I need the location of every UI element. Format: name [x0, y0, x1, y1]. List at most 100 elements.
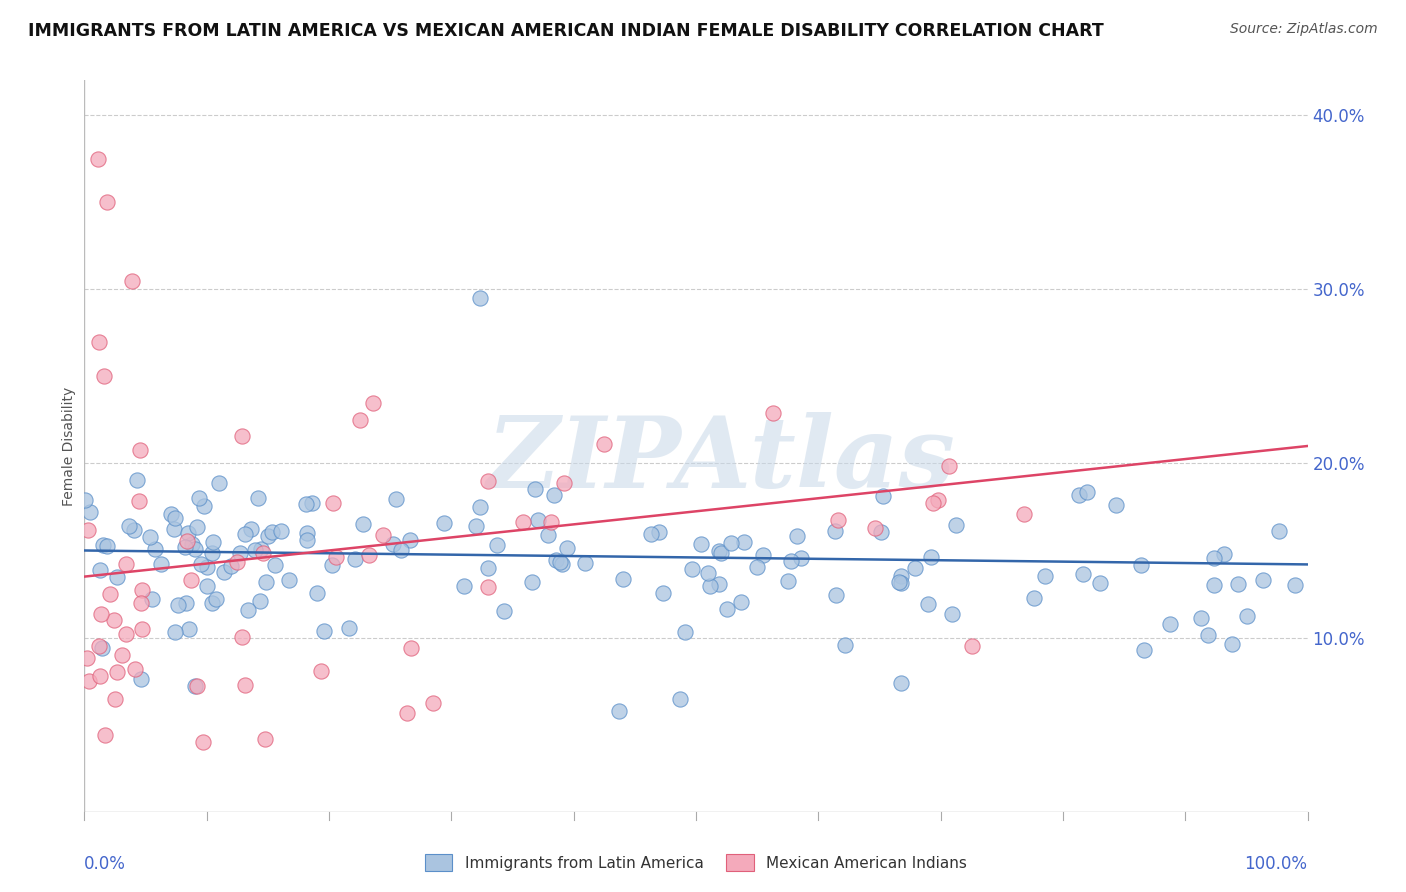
Point [486, 538, 509, 552]
Point [747, 559, 769, 574]
Point [77, 674, 100, 689]
Point [191, 735, 214, 749]
Point [927, 492, 949, 507]
Text: IMMIGRANTS FROM LATIN AMERICA VS MEXICAN AMERICAN INDIAN FEMALE DISABILITY CORRE: IMMIGRANTS FROM LATIN AMERICA VS MEXICAN… [28, 22, 1104, 40]
Point [257, 529, 280, 543]
Point [103, 613, 125, 627]
Point [890, 675, 912, 690]
Point [201, 545, 224, 559]
Point [249, 594, 271, 608]
Point [1226, 577, 1249, 591]
Point [270, 524, 292, 538]
Point [699, 578, 721, 592]
Point [890, 568, 912, 582]
Point [322, 496, 344, 510]
Point [131, 582, 153, 597]
Point [131, 596, 153, 610]
Point [762, 407, 785, 421]
Point [1076, 485, 1098, 500]
Point [89, 563, 111, 577]
Point [548, 555, 571, 569]
Point [870, 524, 893, 539]
Text: 0.0%: 0.0% [84, 855, 127, 873]
Point [105, 665, 128, 680]
Point [920, 550, 942, 565]
Point [730, 595, 752, 609]
Point [337, 621, 360, 635]
Point [1088, 576, 1111, 591]
Point [193, 499, 215, 513]
Point [104, 691, 127, 706]
Point [124, 662, 146, 676]
Point [295, 533, 318, 547]
Point [187, 491, 209, 505]
Point [697, 566, 720, 580]
Point [186, 679, 208, 693]
Point [690, 537, 713, 551]
Point [720, 535, 742, 549]
Point [399, 640, 422, 655]
Point [131, 622, 153, 636]
Point [174, 540, 197, 554]
Point [79, 506, 101, 520]
Point [349, 413, 371, 427]
Point [373, 528, 395, 542]
Point [278, 574, 301, 588]
Point [214, 566, 236, 580]
Point [652, 586, 675, 600]
Point [184, 541, 207, 556]
Point [648, 524, 671, 539]
Point [399, 533, 422, 548]
Point [128, 494, 150, 508]
Point [219, 558, 242, 573]
Point [1129, 558, 1152, 573]
Point [166, 599, 188, 613]
Point [1212, 547, 1234, 561]
Point [117, 519, 139, 533]
Point [707, 544, 730, 558]
Point [778, 574, 800, 589]
Point [177, 622, 200, 636]
Point [1012, 508, 1035, 522]
Point [195, 579, 218, 593]
Point [422, 696, 444, 710]
Point [780, 553, 803, 567]
Point [468, 291, 491, 305]
Point [824, 588, 846, 602]
Point [254, 731, 277, 746]
Point [640, 527, 662, 541]
Point [228, 546, 250, 560]
Point [96, 195, 118, 210]
Point [477, 580, 499, 594]
Point [396, 706, 419, 721]
Point [321, 558, 343, 573]
Point [87, 334, 110, 349]
Point [96, 539, 118, 553]
Point [121, 274, 143, 288]
Point [343, 552, 366, 566]
Y-axis label: Female Disability: Female Disability [62, 386, 76, 506]
Point [544, 553, 567, 567]
Text: Source: ZipAtlas.com: Source: ZipAtlas.com [1230, 22, 1378, 37]
Point [207, 475, 229, 490]
Point [752, 548, 775, 562]
Point [114, 557, 136, 571]
Point [1202, 551, 1225, 566]
Point [382, 537, 405, 551]
Point [1189, 611, 1212, 625]
Point [555, 541, 578, 555]
Point [163, 522, 186, 536]
Point [960, 640, 983, 654]
Point [477, 474, 499, 488]
Point [553, 475, 575, 490]
Point [827, 512, 849, 526]
Point [115, 627, 138, 641]
Point [165, 511, 187, 525]
Point [1159, 616, 1181, 631]
Point [790, 550, 813, 565]
Point [1071, 566, 1094, 581]
Point [716, 602, 738, 616]
Point [1067, 488, 1090, 502]
Point [262, 525, 284, 540]
Point [180, 537, 202, 551]
